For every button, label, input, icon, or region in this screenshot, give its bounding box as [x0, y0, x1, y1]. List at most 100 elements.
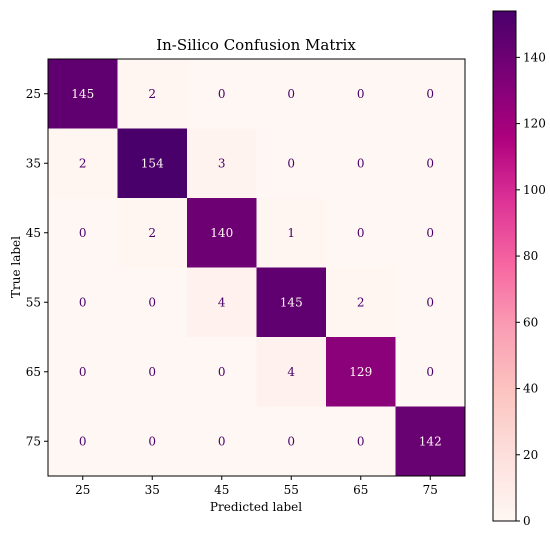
x-tick-label: 35 — [145, 483, 160, 497]
cell-value-label: 0 — [426, 295, 434, 309]
x-tick-label: 75 — [423, 483, 438, 497]
cell-value-label: 140 — [210, 226, 233, 240]
cell-value-label: 0 — [148, 434, 156, 448]
y-axis-ticks: 25 35 45 55 65 75 — [26, 87, 48, 448]
heatmap-cell — [256, 406, 327, 477]
heatmap-cell — [48, 406, 118, 477]
colorbar-tick-label: 120 — [523, 117, 546, 131]
heatmap-cell — [256, 337, 327, 407]
colorbar-tick-label: 100 — [523, 183, 546, 197]
heatmap-cell — [187, 128, 257, 199]
heatmap-cell — [48, 267, 118, 338]
heatmap-cell — [117, 59, 188, 129]
heatmap-cell — [256, 267, 327, 338]
y-tick-label: 35 — [26, 156, 41, 170]
colorbar-tick-label: 0 — [523, 514, 531, 528]
heatmap-cell — [326, 267, 396, 338]
cell-value-label: 0 — [79, 365, 87, 379]
heatmap-cell — [395, 267, 466, 338]
cell-value-label: 0 — [79, 226, 87, 240]
cell-value-label: 145 — [71, 87, 94, 101]
cell-value-label: 1 — [287, 226, 295, 240]
cell-value-label: 0 — [218, 434, 226, 448]
heatmap-cell — [117, 198, 188, 268]
cell-value-label: 0 — [218, 87, 226, 101]
cell-value-label: 0 — [426, 87, 434, 101]
heatmap-cell — [48, 128, 118, 199]
cell-value-label: 142 — [419, 434, 442, 448]
heatmap-cell — [256, 59, 327, 129]
heatmap-cell — [117, 267, 188, 338]
cell-value-labels: 145 2 0 0 0 0 2 154 3 0 0 0 0 2 140 1 0 0 0 0 4 145 2 0 0 0 0 4 129 0… — [71, 87, 441, 449]
cell-value-label: 0 — [357, 434, 365, 448]
x-tick-label: 55 — [284, 483, 299, 497]
heatmap-cell — [256, 198, 327, 268]
cell-value-label: 0 — [148, 295, 156, 309]
cell-value-label: 129 — [349, 365, 372, 379]
heatmap-cell — [48, 337, 118, 407]
cell-value-label: 0 — [218, 365, 226, 379]
plot-frame — [47, 58, 466, 477]
cell-value-label: 4 — [218, 295, 226, 309]
heatmap-cell — [326, 59, 396, 129]
colorbar-tick-label: 40 — [523, 382, 538, 396]
heatmap-cell — [187, 406, 257, 477]
cell-value-label: 2 — [148, 226, 156, 240]
cell-value-label: 0 — [287, 156, 295, 170]
colorbar — [492, 10, 517, 522]
heatmap-cell — [326, 198, 396, 268]
heatmap-cell — [395, 406, 466, 477]
x-axis-ticks: 25 35 45 55 65 75 — [75, 476, 438, 497]
y-tick-label: 55 — [26, 295, 41, 309]
cell-value-label: 0 — [426, 365, 434, 379]
heatmap-cell — [117, 406, 188, 477]
cell-value-label: 0 — [357, 226, 365, 240]
heatmap-cell — [187, 59, 257, 129]
heatmap-cell — [326, 128, 396, 199]
heatmap-cell — [395, 198, 466, 268]
colorbar-tick-label: 80 — [523, 249, 538, 263]
cell-value-label: 0 — [357, 87, 365, 101]
y-tick-label: 65 — [26, 365, 41, 379]
heatmap-cell — [187, 198, 257, 268]
heatmap-cell — [48, 198, 118, 268]
heatmap-cell — [326, 337, 396, 407]
y-axis-label: True label — [9, 236, 23, 298]
heatmap-cell — [256, 128, 327, 199]
cell-value-label: 0 — [426, 156, 434, 170]
cell-value-label: 154 — [141, 156, 164, 170]
y-tick-label: 45 — [26, 226, 41, 240]
x-tick-label: 25 — [75, 483, 90, 497]
cell-value-label: 0 — [148, 365, 156, 379]
x-axis-label: Predicted label — [210, 500, 302, 514]
heatmap-cell — [395, 128, 466, 199]
colorbar-ticks: 0 20 40 60 80 100 120 140 — [516, 50, 546, 528]
y-tick-label: 75 — [26, 434, 41, 448]
cell-value-label: 3 — [218, 156, 226, 170]
x-tick-label: 45 — [214, 483, 229, 497]
heatmap-cell — [395, 337, 466, 407]
y-tick-label: 25 — [26, 87, 41, 101]
cell-value-label: 0 — [79, 295, 87, 309]
chart-title: In-Silico Confusion Matrix — [156, 36, 356, 54]
heatmap-cell — [187, 267, 257, 338]
heatmap-cell — [48, 59, 118, 129]
cell-value-label: 0 — [287, 87, 295, 101]
heatmap-cell — [326, 406, 396, 477]
cell-value-label: 0 — [357, 156, 365, 170]
colorbar-tick-label: 140 — [523, 50, 546, 64]
cell-value-label: 2 — [148, 87, 156, 101]
colorbar-tick-label: 60 — [523, 315, 538, 329]
colorbar-tick-label: 20 — [523, 448, 538, 462]
heatmap-cell — [187, 337, 257, 407]
heatmap-cells — [48, 59, 466, 477]
cell-value-label: 4 — [287, 365, 295, 379]
heatmap-cell — [117, 337, 188, 407]
cell-value-label: 0 — [426, 226, 434, 240]
cell-value-label: 0 — [287, 434, 295, 448]
heatmap-cell — [395, 59, 466, 129]
x-tick-label: 65 — [353, 483, 368, 497]
cell-value-label: 0 — [79, 434, 87, 448]
cell-value-label: 2 — [79, 156, 87, 170]
